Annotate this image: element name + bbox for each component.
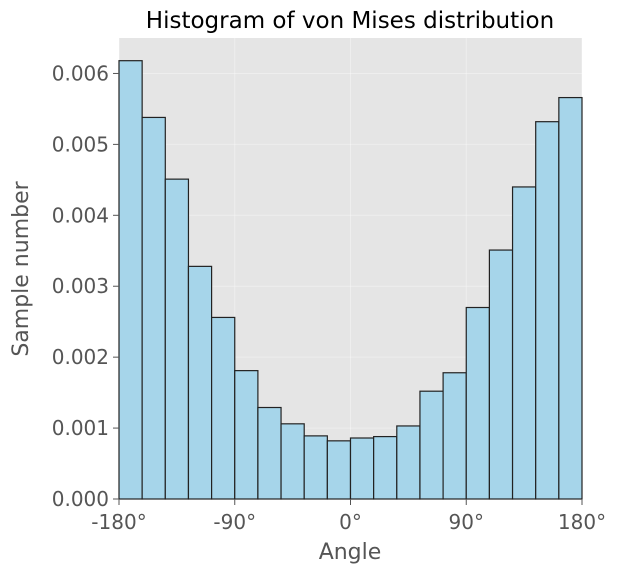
histogram-bar (488, 249, 514, 500)
histogram-bar (419, 390, 444, 500)
histogram-bar (187, 265, 213, 500)
histogram-bar (396, 425, 421, 500)
y-axis-label: Sample number (9, 180, 34, 356)
x-tick-label: 0° (339, 510, 362, 534)
x-tick-label: 180° (558, 510, 606, 534)
histogram-bar (164, 178, 190, 500)
histogram-bar (511, 186, 537, 500)
x-tick-label: -90° (213, 510, 256, 534)
histogram-bar (349, 437, 375, 500)
axis-ticks: 0.000 0.001 0.002 0.003 0.004 0.005 0.006 -180°… (52, 61, 606, 534)
chart-title: Histogram of von Mises distribution (146, 8, 554, 34)
y-tick-label: 0.003 (52, 274, 109, 298)
histogram-bar (373, 435, 398, 500)
histogram-bar (141, 116, 166, 500)
histogram-bar (465, 306, 490, 500)
y-tick-label: 0.004 (52, 203, 109, 227)
histogram-bar (211, 316, 236, 500)
y-tick-label: 0.005 (52, 132, 109, 156)
x-tick-label: -180° (91, 510, 146, 534)
histogram-bar (257, 406, 282, 500)
y-tick-label: 0.002 (52, 345, 109, 369)
histogram-bar (280, 423, 305, 500)
histogram-bar (118, 60, 143, 500)
histogram-bar (234, 370, 259, 500)
y-tick-label: 0.000 (52, 487, 109, 511)
histogram-bar (326, 440, 352, 500)
x-axis-label: Angle (319, 540, 382, 565)
histogram-bar (535, 121, 560, 500)
histogram-bar (442, 372, 467, 500)
y-tick-label: 0.006 (52, 61, 109, 85)
histogram-bar (558, 96, 583, 500)
bars (118, 60, 583, 500)
y-tick-label: 0.001 (52, 416, 109, 440)
x-tick-label: 90° (449, 510, 484, 534)
histogram-bar (303, 435, 328, 500)
